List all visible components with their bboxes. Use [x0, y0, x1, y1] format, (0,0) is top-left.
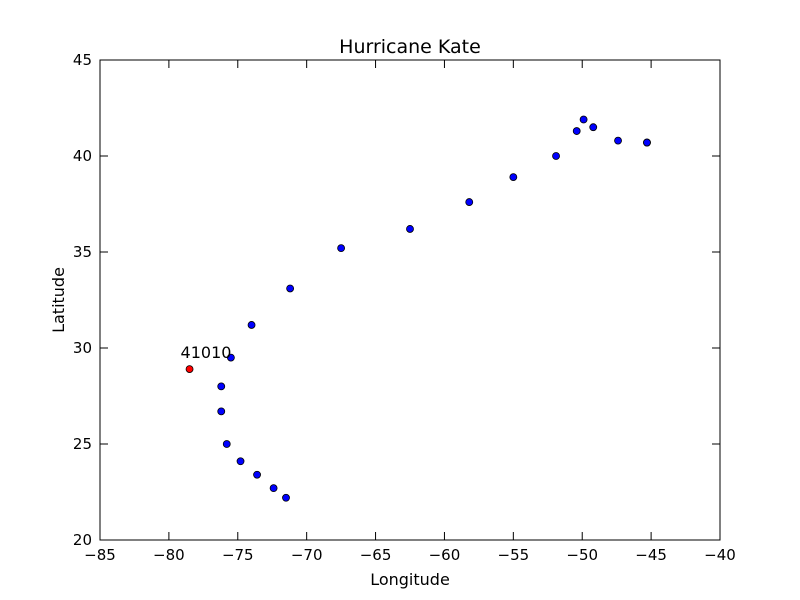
x-axis-label: Longitude [370, 570, 450, 589]
x-axis: −85 −80 −75 −70 −65 −60 −55 −50 −45 −40 [84, 60, 736, 564]
track-point [643, 138, 651, 147]
annotations: 41010 [181, 343, 232, 362]
track-point [337, 244, 346, 253]
y-axis-label: Latitude [49, 267, 68, 333]
y-tick-label: 45 [73, 51, 92, 69]
track-point [217, 382, 226, 391]
y-tick-label: 30 [73, 339, 92, 357]
track-point [552, 152, 560, 160]
track-point [222, 440, 231, 448]
y-tick-label: 40 [73, 147, 92, 165]
y-tick-label: 35 [73, 243, 92, 261]
track-point [509, 173, 518, 182]
track-point [269, 484, 278, 493]
x-tick-label: −40 [704, 546, 736, 564]
track-point [465, 198, 474, 206]
track-point [282, 493, 290, 502]
track-point [572, 127, 581, 135]
track-point [579, 115, 588, 124]
x-tick-label: −75 [222, 546, 254, 564]
x-tick-label: −65 [360, 546, 392, 564]
data-points [185, 115, 651, 502]
track-point [406, 225, 414, 233]
x-tick-label: −80 [153, 546, 185, 564]
x-tick-label: −50 [566, 546, 598, 564]
track-point [226, 353, 235, 362]
x-tick-label: −45 [635, 546, 667, 564]
track-point [247, 321, 256, 329]
x-tick-label: −85 [84, 546, 116, 564]
track-point [589, 123, 598, 132]
y-tick-label: 20 [73, 531, 92, 549]
y-tick-label: 25 [73, 435, 92, 453]
x-tick-label: −60 [429, 546, 461, 564]
track-point [286, 284, 295, 293]
chart-title: Hurricane Kate [339, 36, 481, 58]
y-axis: 20 25 30 35 40 45 [73, 51, 720, 549]
plot-area [99, 59, 721, 541]
track-point [253, 470, 261, 479]
track-point [217, 407, 226, 416]
track-point [236, 457, 245, 466]
track-point [614, 136, 622, 145]
x-tick-label: −70 [291, 546, 323, 564]
buoy-point [185, 365, 194, 374]
annotation-label: 41010 [181, 343, 232, 362]
x-tick-label: −55 [498, 546, 530, 564]
